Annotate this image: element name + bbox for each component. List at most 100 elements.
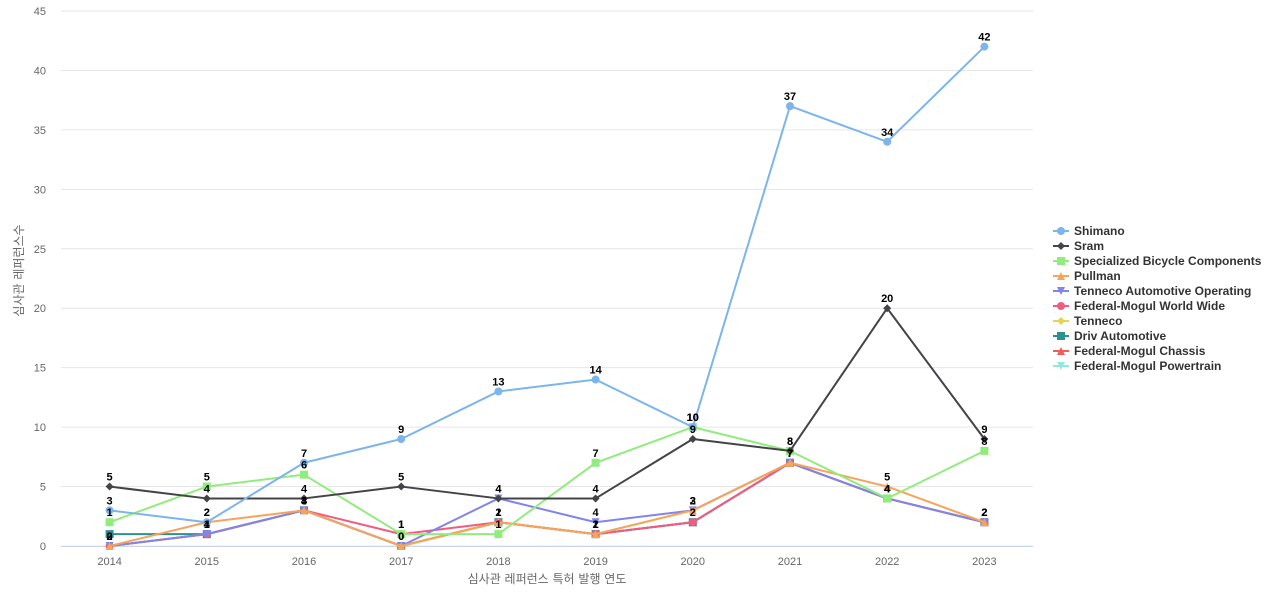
data-point — [105, 518, 114, 527]
data-label: 2 — [690, 495, 696, 507]
data-point — [300, 458, 308, 467]
data-point — [105, 506, 114, 515]
data-point — [202, 518, 211, 527]
grid-layer — [61, 10, 1033, 547]
data-point — [494, 518, 503, 527]
legend-item[interactable]: Tenneco — [1053, 314, 1122, 328]
legend-item[interactable]: Specialized Bicycle Components — [1053, 254, 1262, 268]
legend-marker — [1057, 287, 1065, 295]
y-axis-title: 심사관 레퍼런스수 — [12, 224, 26, 316]
legend-label: Shimano — [1074, 224, 1125, 238]
data-point — [883, 482, 892, 491]
data-point — [883, 137, 892, 146]
data-point — [397, 482, 406, 491]
legend-item[interactable]: Pullman — [1053, 269, 1121, 283]
legend-item[interactable]: Federal-Mogul Powertrain — [1053, 359, 1221, 373]
data-label: 10 — [687, 412, 699, 424]
series-line — [109, 461, 985, 547]
data-label: 34 — [881, 127, 894, 139]
data-label: 5 — [204, 472, 210, 484]
legend-item[interactable]: Tenneco Automotive Operating — [1053, 284, 1251, 298]
data-label: 4 — [593, 483, 600, 495]
data-label: 1 — [495, 519, 501, 531]
y-tick-label: 15 — [34, 363, 46, 375]
data-point — [494, 530, 503, 539]
series-federal-mogul-chassis — [105, 458, 989, 550]
data-label: 0 — [398, 531, 404, 543]
data-label: 6 — [301, 460, 307, 472]
data-label: 4 — [204, 483, 211, 495]
data-label: 4 — [884, 483, 891, 495]
data-label: 4 — [301, 495, 308, 507]
data-point — [980, 518, 989, 527]
legend-item[interactable]: Shimano — [1053, 224, 1125, 238]
x-tick-label: 2018 — [486, 556, 510, 568]
x-tick-label: 2014 — [97, 556, 121, 568]
data-label: 9 — [981, 424, 987, 436]
data-label: 5 — [884, 472, 890, 484]
legend-label: Sram — [1074, 239, 1104, 253]
data-point — [202, 482, 211, 491]
data-label: 8 — [787, 436, 793, 448]
data-point — [300, 506, 308, 515]
data-point — [688, 435, 697, 443]
legend-item[interactable]: Federal-Mogul World Wide — [1053, 299, 1225, 313]
data-point — [980, 42, 989, 51]
data-point — [980, 435, 989, 443]
series-line — [109, 461, 985, 547]
data-point — [105, 530, 114, 539]
legend-marker — [1057, 317, 1065, 325]
data-point — [591, 530, 600, 539]
series-line — [109, 45, 986, 524]
series-pullman — [105, 458, 989, 550]
data-point — [591, 458, 600, 467]
data-label: 7 — [787, 448, 793, 460]
legend-marker — [1057, 302, 1065, 310]
data-label: 5 — [398, 472, 404, 484]
data-label: 10 — [687, 412, 699, 424]
data-label: 2 — [690, 507, 696, 519]
series-tenneco — [105, 458, 989, 550]
legend-item[interactable]: Sram — [1053, 239, 1104, 253]
series-tenneco-automotive-operating — [105, 458, 989, 550]
data-point — [397, 542, 406, 550]
data-label: 42 — [978, 32, 990, 44]
data-point — [786, 458, 794, 467]
data-label: 13 — [492, 376, 504, 388]
data-label: 1 — [495, 507, 501, 519]
legend-item[interactable]: Driv Automotive — [1053, 329, 1167, 343]
data-point — [591, 518, 600, 527]
data-label: 2 — [981, 507, 987, 519]
series-line — [109, 461, 985, 547]
series-federal-mogul-powertrain — [105, 458, 989, 550]
series-shimano — [105, 42, 989, 527]
data-label: 1 — [398, 519, 404, 531]
data-label: 1 — [398, 519, 404, 531]
data-label: 3 — [301, 495, 307, 507]
data-label: 7 — [593, 448, 599, 460]
legend-marker — [1057, 347, 1065, 355]
data-label: 2 — [204, 507, 210, 519]
data-point — [786, 102, 794, 111]
series-line — [109, 461, 985, 547]
legend-item[interactable]: Federal-Mogul Chassis — [1053, 344, 1206, 358]
y-tick-label: 5 — [40, 482, 46, 494]
legend-label: Federal-Mogul Chassis — [1074, 344, 1206, 358]
legend-label: Driv Automotive — [1074, 329, 1167, 343]
series-specialized-bicycle-components — [105, 423, 989, 539]
data-label: 2 — [107, 531, 113, 543]
data-point — [688, 518, 697, 527]
legend-marker — [1057, 272, 1065, 280]
x-tick-label: 2016 — [292, 556, 316, 568]
data-label: 2 — [981, 507, 987, 519]
data-label: 7 — [787, 448, 793, 460]
data-label: 0 — [107, 531, 113, 543]
data-label: 7 — [787, 448, 793, 460]
legend-marker — [1057, 362, 1065, 370]
y-tick-label: 35 — [34, 125, 46, 137]
data-point — [397, 435, 406, 443]
legend-label: Specialized Bicycle Components — [1074, 254, 1262, 268]
